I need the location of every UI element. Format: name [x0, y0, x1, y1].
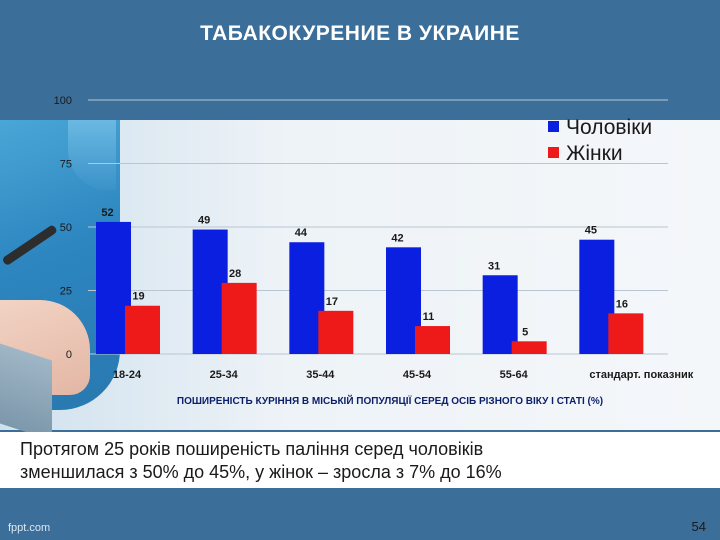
data-label-men-1: 49	[198, 215, 210, 227]
legend-label-0: Чоловіки	[566, 116, 652, 139]
bar-women-4	[511, 341, 547, 354]
y-tick-25: 25	[60, 286, 72, 298]
page-number: 54	[691, 519, 706, 534]
chart-subtitle: ПОШИРЕНІСТЬ КУРІННЯ В МІСЬКІЙ ПОПУЛЯЦІЇ …	[177, 394, 603, 407]
legend-label-1: Жінки	[566, 142, 623, 165]
chart-legend: Чоловіки Жінки	[548, 116, 652, 165]
caption-band	[0, 432, 720, 488]
data-label-men-5: 45	[585, 225, 597, 237]
data-labels: 52 19 49 28 44 17 42 11 31 5 45 16	[101, 207, 628, 338]
x-label-1: 25-34	[210, 369, 239, 381]
data-label-women-1: 28	[229, 268, 241, 280]
y-tick-75: 75	[60, 159, 72, 171]
chart-bars	[96, 221, 644, 354]
legend-swatch-0	[548, 121, 559, 132]
data-label-women-0: 19	[132, 291, 144, 303]
y-tick-50: 50	[60, 222, 72, 234]
bar-women-0	[125, 305, 160, 354]
data-label-men-4: 31	[488, 260, 500, 272]
watermark: fppt.com	[8, 522, 51, 534]
caption-line-2: зменшилася з 50% до 45%, у жінок – зросл…	[20, 462, 502, 482]
caption: Протягом 25 років поширеність паління се…	[20, 438, 700, 484]
x-label-2: 35-44	[306, 369, 335, 381]
legend-swatch-1	[548, 147, 559, 158]
y-tick-0: 0	[66, 349, 72, 361]
data-label-men-3: 42	[391, 232, 403, 244]
x-label-4: 55-64	[500, 369, 529, 381]
bar-men-4	[482, 275, 518, 354]
x-label-5: стандарт. показник	[589, 369, 693, 381]
bar-women-1	[221, 282, 257, 354]
data-label-men-2: 44	[295, 227, 308, 239]
slide-title: ТАБАКОКУРЕНИЕ В УКРАИНЕ	[200, 22, 520, 45]
data-label-women-5: 16	[616, 298, 628, 310]
bar-women-3	[415, 326, 450, 354]
chart-gridlines	[88, 99, 668, 355]
bar-women-2	[318, 310, 354, 354]
data-label-men-0: 52	[101, 207, 113, 219]
x-label-3: 45-54	[403, 369, 432, 381]
x-label-0: 18-24	[113, 369, 142, 381]
caption-line-1: Протягом 25 років поширеність паління се…	[20, 439, 484, 459]
y-tick-100: 100	[54, 95, 72, 107]
x-axis-labels: 18-24 25-34 35-44 45-54 55-64 стандарт. показ…	[113, 369, 694, 381]
data-label-women-2: 17	[326, 296, 338, 308]
bar-women-5	[608, 313, 644, 354]
data-label-women-4: 5	[522, 326, 528, 338]
data-label-women-3: 11	[423, 311, 435, 323]
y-axis-ticks: 0 25 50 75 100	[54, 95, 72, 361]
